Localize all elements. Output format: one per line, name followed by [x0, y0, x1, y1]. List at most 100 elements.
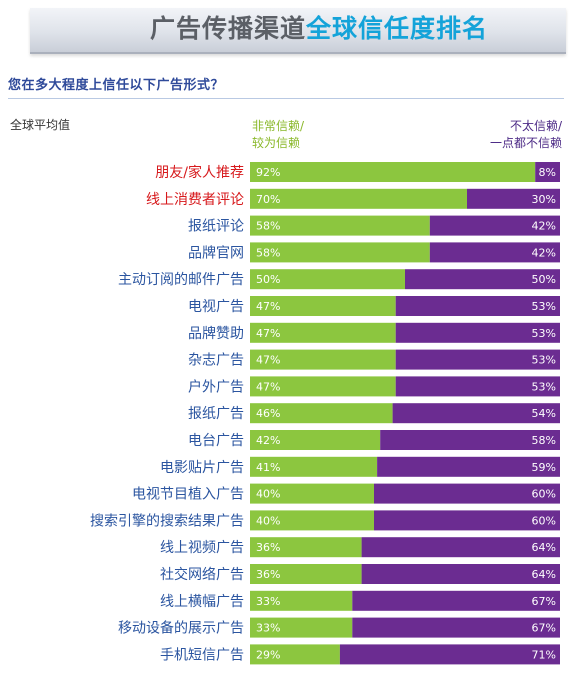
bar-trust — [250, 510, 374, 531]
category-label: 户外广告 — [188, 378, 244, 395]
category-label: 电台广告 — [188, 433, 244, 449]
category-label: 线上消费者评论 — [146, 192, 244, 208]
bar-distrust — [429, 242, 560, 263]
bar-distrust — [395, 349, 560, 370]
value-label-distrust: 60% — [532, 488, 556, 501]
legend-distrust-line2: 一点都不信赖 — [489, 136, 562, 150]
category-label: 报纸广告 — [188, 406, 244, 422]
category-label: 电视节目植入广告 — [132, 487, 244, 503]
category-label: 杂志广告 — [188, 353, 244, 369]
value-label-trust: 42% — [256, 434, 280, 447]
survey-question: 您在多大程度上信任以下广告形式？ — [8, 78, 225, 93]
bar-trust — [250, 188, 467, 209]
value-label-distrust: 8% — [539, 166, 556, 179]
bar-distrust — [395, 376, 560, 397]
value-label-trust: 47% — [256, 300, 280, 313]
bar-distrust — [405, 269, 560, 290]
value-label-distrust: 64% — [532, 541, 556, 554]
category-label: 社交网络广告 — [160, 566, 244, 583]
bar-trust — [250, 349, 396, 370]
bar-trust — [250, 456, 378, 477]
value-label-trust: 58% — [256, 246, 280, 259]
legend-distrust: 不太信赖/ 一点都不信赖 — [440, 118, 562, 152]
bar-distrust — [377, 456, 560, 477]
value-label-distrust: 53% — [532, 327, 556, 340]
bar-trust — [250, 296, 396, 316]
category-label: 电视广告 — [188, 299, 244, 315]
bar-trust — [250, 564, 362, 584]
bar-trust — [250, 322, 396, 343]
title-part-trust-ranking: 全球信任度排名 — [306, 14, 489, 43]
bar-distrust — [339, 644, 560, 665]
legend-distrust-line1: 不太信赖/ — [509, 119, 562, 133]
value-label-trust: 36% — [256, 541, 280, 554]
value-label-trust: 33% — [256, 622, 280, 635]
bar-distrust — [374, 483, 560, 504]
category-label: 主动订阅的邮件广告 — [118, 272, 244, 288]
category-label: 朋友/家人推荐 — [155, 164, 244, 181]
value-label-trust: 29% — [256, 648, 280, 661]
value-label-trust: 46% — [256, 407, 280, 420]
bar-trust — [250, 215, 430, 236]
page-title: 广告传播渠道全球信任度排名 — [150, 14, 488, 44]
legend-trust: 非常信赖/ 较为信赖 — [252, 118, 362, 152]
value-label-trust: 50% — [256, 273, 280, 286]
value-label-distrust: 53% — [532, 380, 556, 393]
title-banner: 广告传播渠道全球信任度排名 — [30, 8, 566, 54]
bar-trust — [250, 242, 430, 263]
category-label: 品牌赞助 — [188, 325, 244, 342]
global-average-label: 全球平均值 — [10, 118, 71, 132]
category-label: 搜索引擎的搜索结果广告 — [90, 512, 244, 529]
bar-distrust — [392, 403, 560, 424]
bar-distrust — [395, 322, 560, 343]
bar-distrust — [535, 162, 560, 182]
value-label-distrust: 67% — [532, 595, 556, 608]
bar-trust — [250, 644, 340, 665]
bar-trust — [250, 590, 353, 611]
value-label-distrust: 58% — [532, 434, 556, 447]
value-label-distrust: 53% — [532, 300, 556, 313]
bar-distrust — [395, 296, 560, 316]
bar-distrust — [352, 617, 560, 638]
value-label-trust: 47% — [256, 380, 280, 393]
value-label-distrust: 53% — [532, 354, 556, 367]
bar-trust — [250, 403, 393, 424]
bar-trust — [250, 162, 536, 182]
legend-trust-line1: 非常信赖/ — [252, 119, 305, 133]
bar-distrust — [380, 430, 560, 450]
category-label: 手机短信广告 — [160, 647, 244, 663]
value-label-trust: 92% — [256, 166, 280, 179]
value-label-trust: 40% — [256, 514, 280, 527]
bar-trust — [250, 376, 396, 397]
category-label: 移动设备的展示广告 — [118, 620, 244, 637]
value-label-trust: 33% — [256, 595, 280, 608]
bar-distrust — [361, 564, 560, 584]
category-label: 线上视频广告 — [160, 540, 244, 556]
divider — [8, 98, 564, 99]
value-label-trust: 47% — [256, 327, 280, 340]
category-label: 品牌官网 — [188, 244, 244, 261]
category-label: 线上横幅广告 — [160, 594, 244, 610]
value-label-distrust: 64% — [532, 568, 556, 581]
category-label: 电影贴片广告 — [160, 460, 244, 476]
value-label-distrust: 30% — [532, 193, 556, 206]
bar-distrust — [467, 188, 560, 209]
bar-trust — [250, 430, 381, 450]
title-part-channels: 广告传播渠道 — [150, 14, 307, 43]
value-label-distrust: 71% — [532, 648, 556, 661]
value-label-trust: 70% — [256, 193, 280, 206]
value-label-distrust: 67% — [532, 622, 556, 635]
value-label-trust: 41% — [256, 461, 280, 474]
category-label: 报纸评论 — [188, 219, 244, 235]
value-label-distrust: 60% — [532, 514, 556, 527]
value-label-distrust: 54% — [532, 407, 556, 420]
value-label-distrust: 59% — [532, 461, 556, 474]
value-label-trust: 47% — [256, 354, 280, 367]
bar-distrust — [374, 510, 560, 531]
legend-trust-line2: 较为信赖 — [252, 136, 301, 150]
bar-trust — [250, 537, 362, 558]
value-label-distrust: 42% — [532, 246, 556, 259]
bar-trust — [250, 483, 374, 504]
value-label-distrust: 50% — [532, 273, 556, 286]
